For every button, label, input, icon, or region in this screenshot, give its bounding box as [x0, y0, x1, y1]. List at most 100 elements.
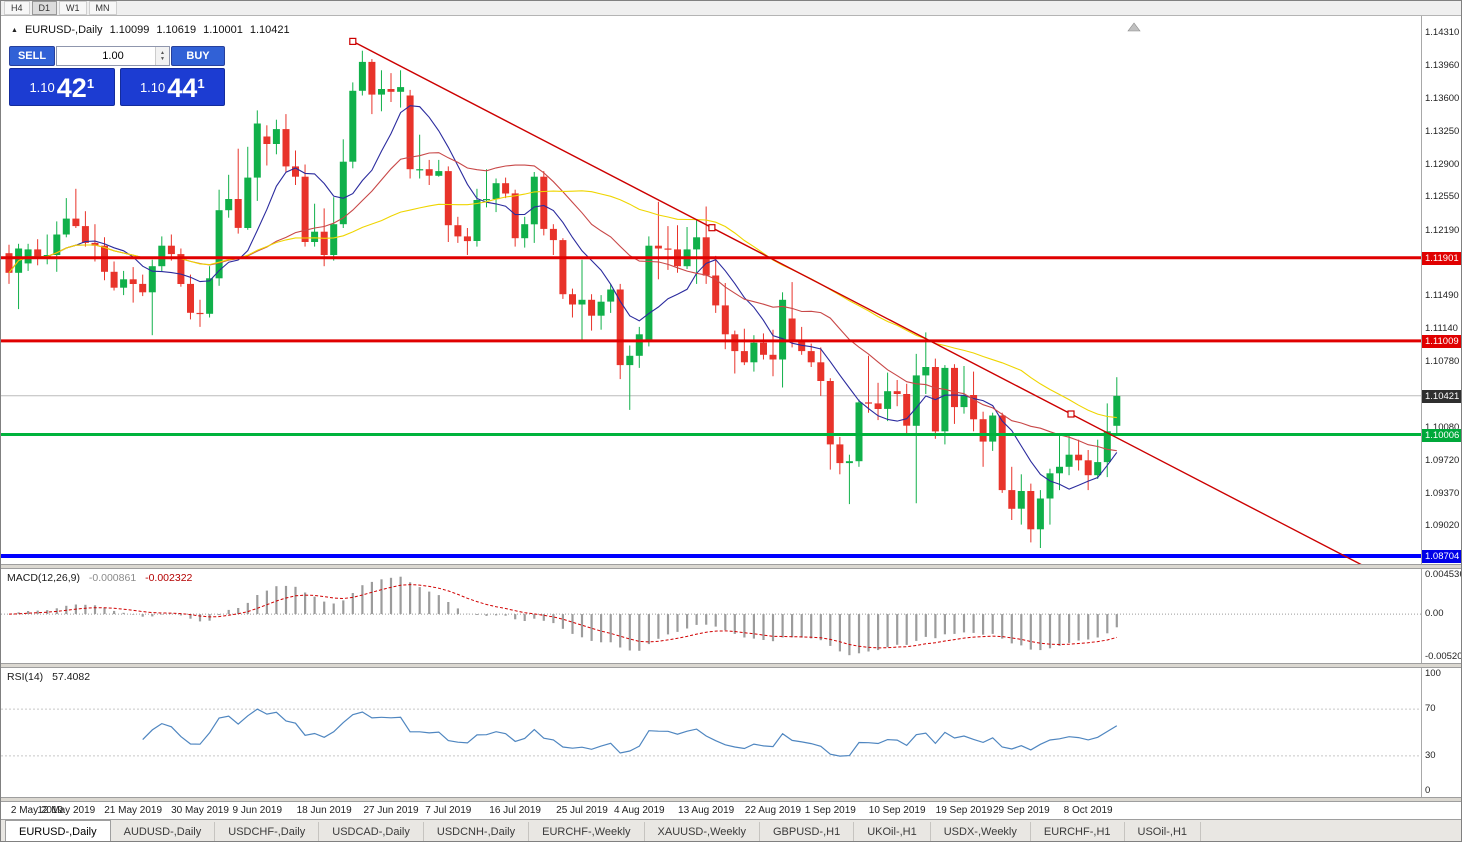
pane-splitter[interactable] — [1, 663, 1461, 668]
sell-price-big: 42 — [56, 73, 87, 103]
date-tick-label: 29 Sep 2019 — [992, 805, 1050, 816]
chart-tab-usdchf[interactable]: USDCHF-,Daily — [215, 822, 320, 841]
low-value: 1.10001 — [203, 24, 243, 36]
date-tick-label: 25 Jul 2019 — [556, 805, 608, 816]
rsi-scale-tick: 70 — [1425, 703, 1436, 715]
date-tick-label: 18 Jun 2019 — [296, 805, 352, 816]
symbol-period-label: EURUSD-,Daily — [24, 24, 103, 36]
price-tick: 1.13600 — [1425, 93, 1460, 105]
rsi-scale-tick: 0 — [1425, 785, 1431, 796]
price-tick: 1.09370 — [1425, 487, 1460, 499]
price-tick: 1.10080 — [1425, 421, 1460, 433]
sell-price-display[interactable]: 1.10 42 1 — [9, 68, 115, 106]
rsi-pane[interactable]: RSI(14) 57.4082 — [1, 668, 1421, 797]
rsi-value: 57.4082 — [52, 671, 91, 683]
chart-tab-usdcnh[interactable]: USDCNH-,Daily — [424, 822, 530, 841]
price-line-badge: 1.10006 — [1422, 428, 1461, 442]
symbol-marker-icon: ▲ — [11, 26, 18, 34]
macd-main-value: -0.000861 — [88, 572, 137, 584]
chart-tab-usdx[interactable]: USDX-,Weekly — [931, 822, 1031, 841]
one-click-trading-panel: SELL 1.00 ▲ ▼ BUY 1.10 42 1 1.10 44 1 — [9, 46, 225, 106]
date-tick-label: 1 Sep 2019 — [804, 805, 856, 816]
sell-button[interactable]: SELL — [9, 46, 55, 66]
price-chart-pane[interactable]: ▲ EURUSD-,Daily 1.10099 1.10619 1.10001 … — [1, 16, 1421, 564]
macd-scale-zero: 0.00 — [1425, 608, 1444, 620]
macd-scale-top: 0.004536 — [1425, 569, 1462, 580]
price-tick: 1.09720 — [1425, 455, 1460, 467]
buy-price-display[interactable]: 1.10 44 1 — [119, 68, 225, 106]
price-line-badge: 1.08704 — [1422, 549, 1461, 563]
date-tick-label: 27 Jun 2019 — [363, 805, 419, 816]
chart-tab-usdcad[interactable]: USDCAD-,Daily — [319, 822, 424, 841]
volume-value: 1.00 — [102, 50, 124, 62]
candlestick-plot — [1, 22, 1421, 564]
volume-decrease-icon[interactable]: ▼ — [160, 56, 165, 62]
chart-shift-marker — [1127, 22, 1141, 32]
buy-price-prefix: 1.10 — [139, 79, 166, 95]
close-value: 1.10421 — [249, 24, 290, 36]
volume-increase-icon[interactable]: ▲ — [160, 50, 165, 56]
price-line-badge: 1.11901 — [1422, 251, 1461, 265]
price-tick: 1.12190 — [1425, 224, 1460, 236]
time-axis[interactable]: 2 May 2019 12 May 2019 21 May 2019 30 May 2… — [1, 802, 1461, 819]
date-tick-label: 19 Sep 2019 — [935, 805, 993, 816]
volume-stepper[interactable]: 1.00 ▲ ▼ — [56, 46, 170, 66]
buy-price-big: 44 — [167, 73, 198, 103]
chart-tab-usoil[interactable]: USOil-,H1 — [1125, 822, 1202, 841]
macd-plot — [1, 576, 1421, 656]
price-tick: 1.13250 — [1425, 125, 1460, 137]
timeframe-button-mn[interactable]: MN — [88, 1, 117, 15]
date-tick-label: 30 May 2019 — [171, 805, 229, 816]
date-tick-label: 13 Aug 2019 — [678, 805, 735, 816]
volume-spin-buttons[interactable]: ▲ ▼ — [155, 47, 169, 65]
date-tick-label: 8 Oct 2019 — [1063, 805, 1113, 816]
macd-label: MACD(12,26,9) -0.000861 -0.002322 — [7, 572, 193, 584]
timeframe-button-h4[interactable]: H4 — [4, 1, 30, 15]
sell-price-pipette: 1 — [86, 76, 95, 91]
chart-tab-eurusd[interactable]: EURUSD-,Daily — [5, 820, 111, 841]
chart-tab-ukoil[interactable]: UKOil-,H1 — [854, 822, 931, 841]
ohlc-header: ▲ EURUSD-,Daily 1.10099 1.10619 1.10001 … — [11, 24, 290, 36]
timeframe-button-w1[interactable]: W1 — [59, 1, 87, 15]
chart-tab-eurchf[interactable]: EURCHF-,H1 — [1031, 822, 1125, 841]
date-tick-label: 10 Sep 2019 — [868, 805, 926, 816]
timeframe-toolbar: H4 D1 W1 MN — [1, 1, 1461, 16]
chart-tab-gbpusd[interactable]: GBPUSD-,H1 — [760, 822, 855, 841]
date-tick-label: 2 May 2019 — [10, 805, 64, 816]
pane-splitter[interactable] — [1, 564, 1461, 569]
chart-tab-xauusd[interactable]: XAUUSD-,Weekly — [645, 822, 760, 841]
rsi-plot — [1, 708, 1421, 757]
pane-splitter[interactable] — [1, 797, 1461, 802]
timeframe-button-d1[interactable]: D1 — [31, 1, 58, 15]
buy-price-pipette: 1 — [197, 76, 205, 91]
macd-scale-bottom: -0.005205 — [1425, 651, 1462, 662]
price-tick: 1.14310 — [1425, 26, 1460, 38]
date-tick-label: 16 Jul 2019 — [489, 805, 541, 816]
open-value: 1.10099 — [109, 24, 150, 36]
chart-tab-audusd[interactable]: AUDUSD-,Daily — [111, 822, 216, 841]
price-tick: 1.09020 — [1425, 520, 1460, 532]
macd-pane[interactable]: MACD(12,26,9) -0.000861 -0.002322 — [1, 569, 1421, 663]
date-tick-label: 9 Jun 2019 — [232, 805, 283, 816]
buy-button[interactable]: BUY — [171, 46, 225, 66]
macd-signal-value: -0.002322 — [145, 572, 193, 584]
date-tick-label: 22 Aug 2019 — [744, 805, 802, 816]
price-tick: 1.10780 — [1425, 356, 1460, 368]
price-tick: 1.12900 — [1425, 158, 1460, 170]
date-tick-label: 21 May 2019 — [104, 805, 163, 816]
price-line-badge: 1.10421 — [1422, 389, 1461, 403]
sell-price-prefix: 1.10 — [29, 79, 55, 95]
chart-tab-eurchf[interactable]: EURCHF-,Weekly — [529, 822, 645, 841]
date-tick-label: 4 Aug 2019 — [613, 805, 665, 816]
rsi-scale-tick: 30 — [1425, 749, 1436, 761]
date-tick-label: 7 Jul 2019 — [425, 805, 472, 816]
date-tick-label: 12 May 2019 — [37, 805, 96, 816]
rsi-label: RSI(14) 57.4082 — [7, 671, 91, 683]
price-tick: 1.12550 — [1425, 191, 1460, 203]
price-tick: 1.11490 — [1425, 290, 1459, 302]
chart-tab-bar: EURUSD-,Daily AUDUSD-,Daily USDCHF-,Daily U… — [1, 819, 1461, 841]
rsi-scale-tick: 100 — [1425, 668, 1441, 679]
high-value: 1.10619 — [156, 24, 197, 36]
price-scale[interactable]: 1.14310 1.13960 1.13600 1.13250 1.12900 1.125… — [1421, 16, 1462, 802]
